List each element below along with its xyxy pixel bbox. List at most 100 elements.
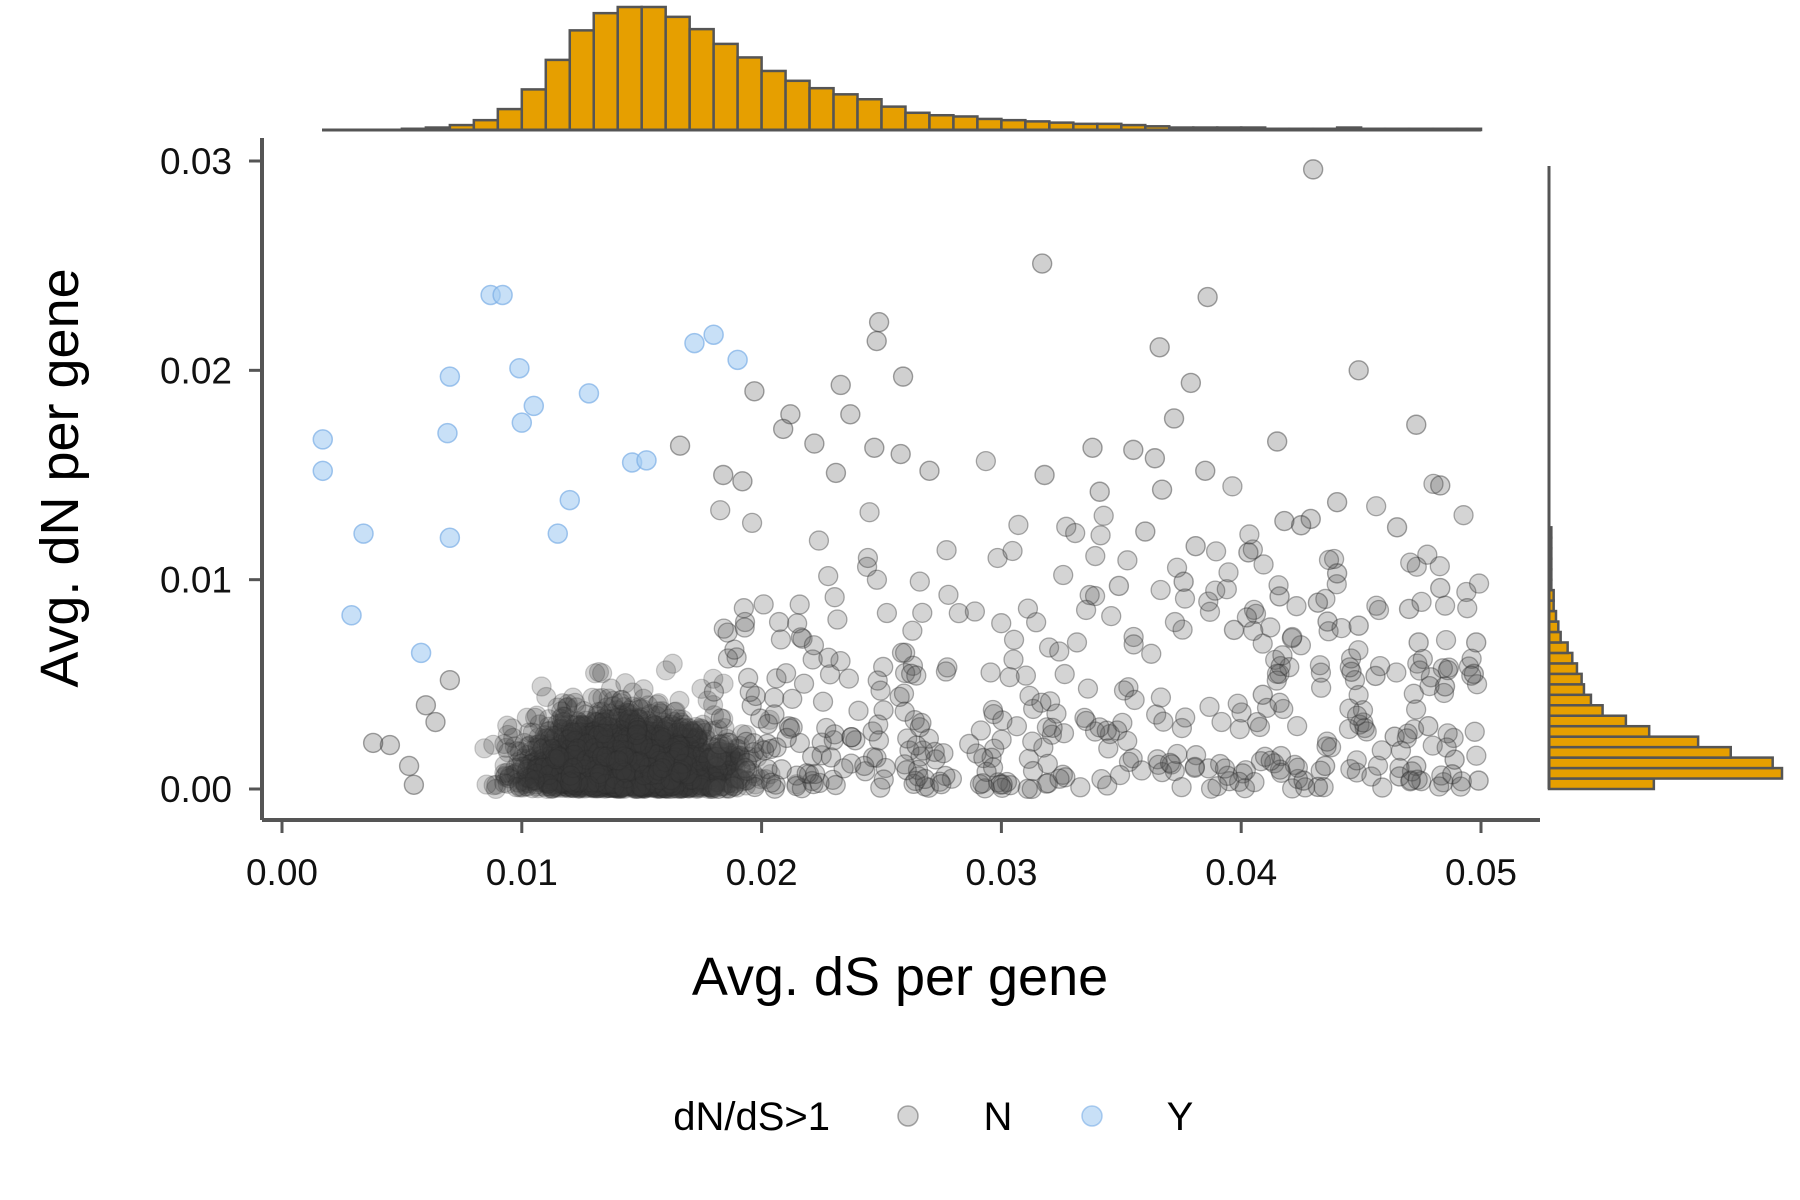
series-n-point xyxy=(713,754,735,776)
series-n-point xyxy=(548,735,569,756)
series-n-point xyxy=(568,740,589,761)
series-n-point xyxy=(581,776,603,797)
series-n-point xyxy=(554,706,576,727)
series-n-point xyxy=(603,764,624,786)
series-n-point xyxy=(561,762,582,783)
series-n-point xyxy=(586,769,607,790)
series-n-point xyxy=(532,751,553,772)
series-n-point xyxy=(1034,464,1055,486)
series-n-point xyxy=(556,741,577,763)
series-n-point xyxy=(647,767,668,788)
series-n-point xyxy=(598,757,619,778)
series-n-point xyxy=(579,719,600,741)
series-n-point xyxy=(612,719,633,741)
series-n-point xyxy=(755,768,776,790)
series-n-point xyxy=(659,751,680,772)
series-n-point xyxy=(593,763,615,784)
series-n-point xyxy=(624,756,646,777)
series-n-point xyxy=(626,752,647,773)
series-n-point xyxy=(598,743,619,765)
series-n-point xyxy=(597,772,618,793)
series-n-point xyxy=(590,732,611,753)
top-histogram-bar xyxy=(832,93,859,132)
series-n-point xyxy=(704,741,725,762)
series-n-point xyxy=(682,752,703,773)
series-n-point xyxy=(1200,778,1222,799)
series-n-point xyxy=(547,742,569,763)
series-n-point xyxy=(1218,562,1239,583)
series-n-point xyxy=(571,766,592,787)
series-n-point xyxy=(1423,473,1444,495)
series-n-point xyxy=(857,547,879,569)
right-histogram-bar xyxy=(1547,745,1732,759)
series-n-point xyxy=(622,762,643,783)
series-n-point xyxy=(1290,515,1312,536)
series-n-point xyxy=(594,776,615,797)
series-n-point xyxy=(722,761,744,782)
series-n-point xyxy=(545,743,566,764)
series-n-point xyxy=(1269,692,1290,713)
series-n-point xyxy=(553,771,575,792)
series-n-point xyxy=(648,751,669,772)
series-n-point xyxy=(638,734,660,755)
series-n-point xyxy=(622,722,643,743)
series-n-point xyxy=(612,743,633,765)
series-n-point xyxy=(497,742,519,763)
top-histogram-bar xyxy=(616,5,643,132)
series-n-point xyxy=(827,609,848,630)
series-n-point xyxy=(652,763,673,784)
series-n-point xyxy=(703,681,725,702)
series-n-point xyxy=(541,759,562,781)
series-n-point xyxy=(496,737,517,758)
series-n-point xyxy=(644,737,665,758)
series-n-point xyxy=(545,758,566,779)
series-n-point xyxy=(1437,659,1458,681)
series-n-point xyxy=(524,770,545,791)
series-n-point xyxy=(604,735,625,756)
series-n-point xyxy=(805,763,826,785)
series-n-point xyxy=(710,708,731,729)
series-n-point xyxy=(669,750,691,771)
series-n-point xyxy=(1151,479,1173,500)
series-n-point xyxy=(574,741,595,762)
series-n-point xyxy=(1227,693,1248,714)
series-n-point xyxy=(672,770,694,791)
series-n-point xyxy=(670,752,691,773)
series-n-point xyxy=(692,742,714,763)
series-n-point xyxy=(618,775,639,796)
series-n-point xyxy=(671,774,692,795)
series-n-point xyxy=(504,736,525,757)
series-n-point xyxy=(607,738,629,759)
series-n-point xyxy=(671,774,693,795)
x-tick-label: 0.01 xyxy=(486,852,558,893)
series-n-point xyxy=(561,763,582,785)
series-n-point xyxy=(625,738,646,759)
series-n-point xyxy=(637,776,658,797)
top-histogram-bar xyxy=(976,117,1003,132)
series-n-point xyxy=(688,746,709,767)
series-n-point xyxy=(1065,522,1086,544)
series-n-point xyxy=(627,730,648,751)
series-n-point xyxy=(636,765,658,786)
series-n-point xyxy=(570,721,591,743)
series-n-point xyxy=(1412,648,1433,670)
series-n-point xyxy=(627,707,649,728)
series-n-point xyxy=(611,733,632,755)
series-n-point xyxy=(678,738,699,759)
series-n-point xyxy=(649,740,670,762)
series-n-point xyxy=(675,776,696,798)
series-n-point xyxy=(518,736,539,757)
series-n-point xyxy=(713,618,734,639)
series-n-point xyxy=(761,772,782,793)
series-n-point xyxy=(602,775,623,796)
series-n-point xyxy=(668,762,689,783)
series-n-point xyxy=(606,776,627,797)
series-n-point xyxy=(631,719,653,740)
series-n-point xyxy=(678,736,699,757)
series-n-point xyxy=(509,776,530,797)
series-n-point xyxy=(664,764,685,785)
series-n-point xyxy=(495,766,516,787)
series-n-point xyxy=(724,752,745,773)
series-n-point xyxy=(685,716,706,738)
series-n-point xyxy=(512,748,533,769)
